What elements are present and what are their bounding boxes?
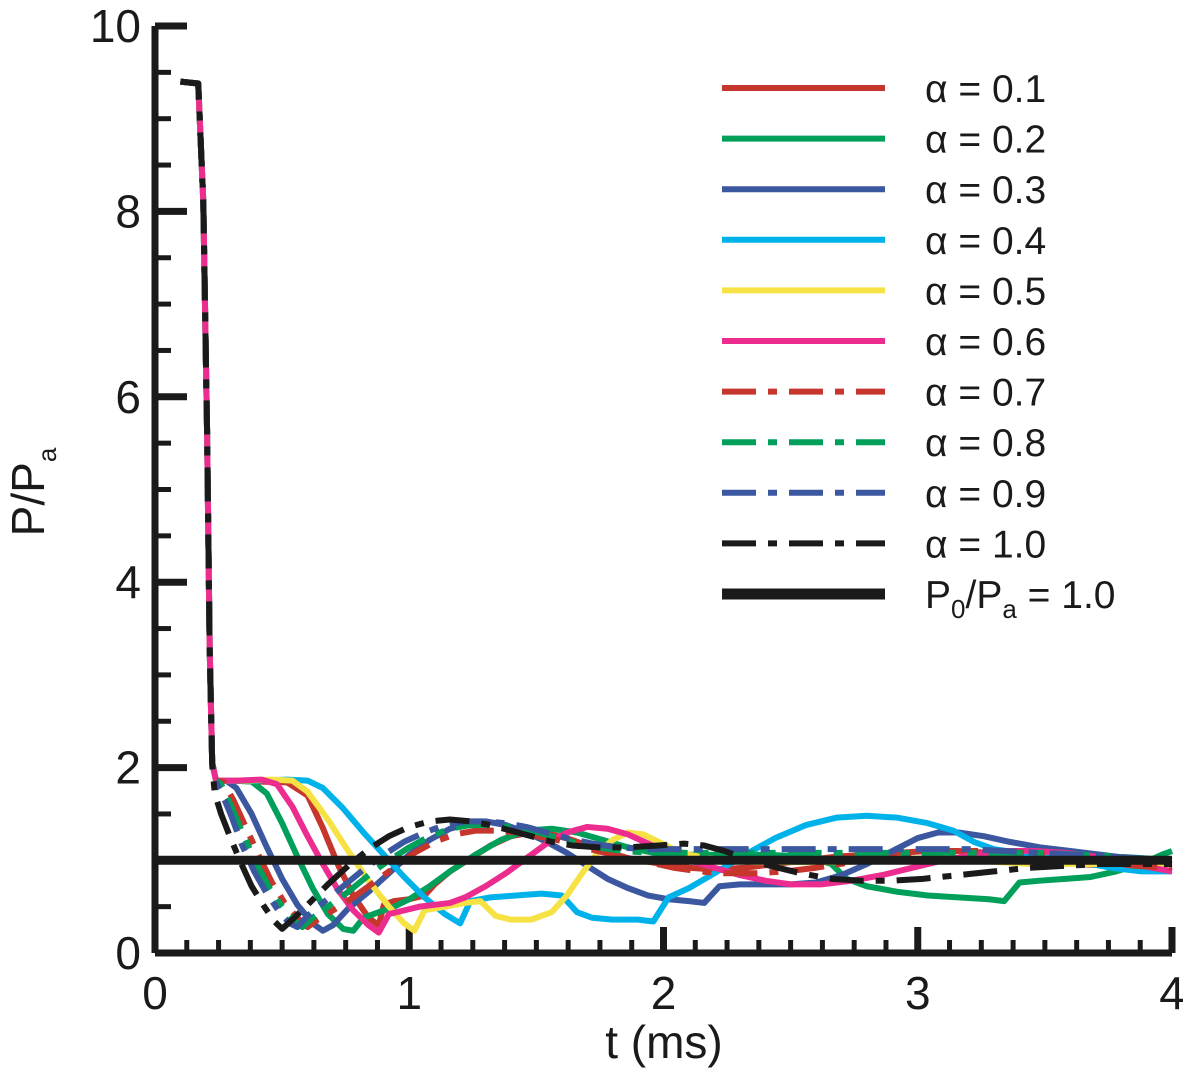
x-tick-label: 1 [396,967,422,1019]
x-tick-label: 0 [142,967,168,1019]
y-tick-label: 2 [115,742,141,794]
legend-item[interactable]: α = 0.4 [722,220,1046,263]
y-tick-label: 6 [115,371,141,423]
x-axis-tick-labels: 0 1 2 3 4 [142,967,1183,1019]
y-tick-label: 8 [115,185,141,237]
svg-text:P/Pa: P/Pa [2,447,62,536]
legend-label: P0/Pa = 1.0 [925,574,1115,624]
legend-item[interactable]: α = 0.2 [722,119,1046,162]
legend-label: α = 0.7 [925,372,1046,415]
y-axis-title-subscript: a [32,447,62,462]
series-line-alpha-0.7 [180,78,1173,931]
data-series-layer [180,78,1174,936]
legend-label: α = 0.6 [925,321,1046,364]
legend-item[interactable]: α = 0.8 [722,422,1046,465]
x-tick-label: 2 [651,967,677,1019]
legend-item[interactable]: α = 0.3 [722,169,1046,212]
legend-item[interactable]: P0/Pa = 1.0 [722,574,1115,624]
legend-label: α = 0.4 [925,220,1046,263]
legend-label: α = 1.0 [925,523,1046,566]
legend-item[interactable]: α = 0.5 [722,270,1046,313]
legend-label: α = 0.8 [925,422,1046,465]
x-tick-label: 3 [905,967,931,1019]
legend-label: α = 0.3 [925,169,1046,212]
y-tick-label: 0 [115,927,141,979]
legend-item[interactable]: α = 0.6 [722,321,1046,364]
series-line-alpha-0.8 [180,78,1173,931]
major-tick-marks [151,22,1176,957]
legend-label: α = 0.1 [925,68,1046,111]
chart-legend: α = 0.1 α = 0.2 α = 0.3 α = 0.4 α = 0.5 α = 0… [722,68,1115,624]
series-line-alpha-0.3 [180,78,1173,934]
axis-frame [151,26,1172,957]
x-axis-title: t (ms) [605,1016,723,1068]
legend-label: α = 0.2 [925,119,1046,162]
y-tick-label: 4 [115,556,141,608]
legend-item[interactable]: α = 0.1 [722,68,1046,111]
x-tick-label: 4 [1159,967,1183,1019]
y-axis-title-main: P/P [2,462,54,536]
legend-item[interactable]: α = 0.7 [722,372,1046,415]
legend-item[interactable]: α = 1.0 [722,523,1046,566]
y-axis-title: P/Pa [2,447,62,536]
legend-label: α = 0.9 [925,473,1046,516]
legend-label: α = 0.5 [925,270,1046,313]
y-axis-tick-labels: 0 2 4 6 8 10 [90,0,141,979]
y-tick-label: 10 [90,0,141,52]
legend-item[interactable]: α = 0.9 [722,473,1046,516]
